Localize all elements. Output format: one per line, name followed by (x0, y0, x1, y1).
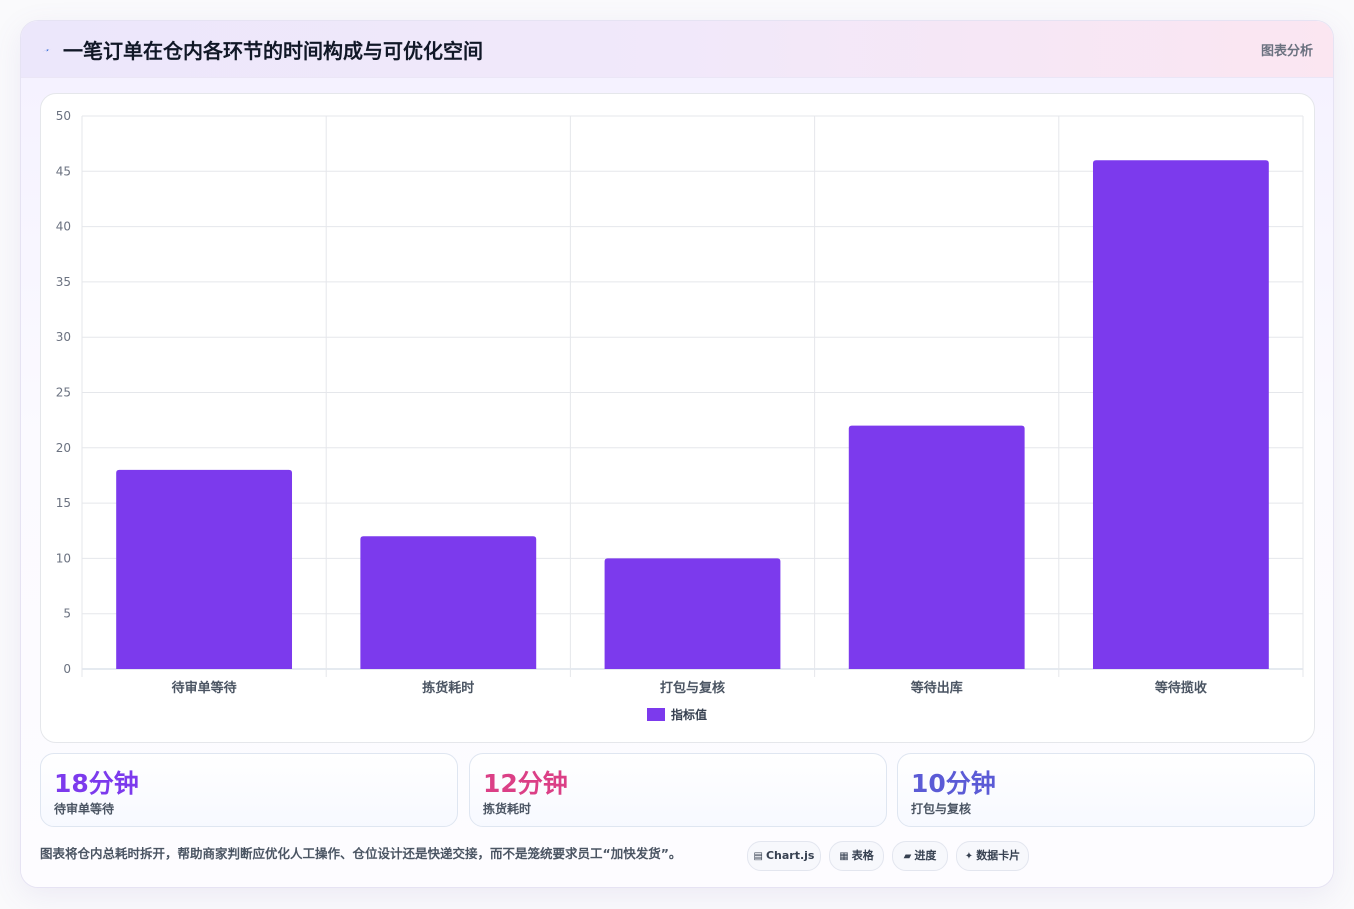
stat-value: 18分钟 (54, 769, 139, 798)
x-tick-label: 待审单等待 (171, 680, 237, 696)
y-tick-label: 40 (56, 220, 71, 234)
chart-description: 图表将仓内总耗时拆开，帮助商家判断应优化人工操作、仓位设计还是快递交接，而不是笼… (40, 846, 682, 861)
y-tick-label: 45 (56, 164, 71, 178)
x-tick-label: 等待出库 (910, 680, 963, 696)
pill-label: 表格 (851, 849, 874, 862)
legend-label: 指标值 (671, 707, 707, 722)
bar (604, 558, 781, 669)
chart-panel: 0 5 10 15 20 25 30 35 40 45 50 待审单等待 拣货耗时 打包与复核 等待出库 等待… (40, 93, 1315, 743)
card-header: 一笔订单在仓内各环节的时间构成与可优化空间 图表分析 (21, 21, 1333, 78)
page-title: 一笔订单在仓内各环节的时间构成与可优化空间 (63, 39, 483, 63)
y-tick-label: 35 (56, 275, 71, 289)
y-tick-label: 20 (56, 441, 71, 455)
x-tick-label: 拣货耗时 (422, 680, 474, 696)
pill-data-card[interactable]: ✦ 数据卡片 (956, 841, 1029, 871)
bar (360, 536, 537, 669)
stat-label: 打包与复核 (911, 802, 972, 816)
pill-chartjs[interactable]: ▤ Chart.js (747, 841, 821, 871)
y-tick-label: 10 (56, 551, 71, 565)
pill-progress[interactable]: ▰ 进度 (892, 841, 948, 871)
pill-label: Chart.js (765, 849, 815, 862)
y-tick-label: 0 (63, 662, 71, 676)
bar-chart: 0 5 10 15 20 25 30 35 40 45 50 待审单等待 拣货耗时 打包与复核 等待出库 等待… (56, 109, 1304, 722)
y-tick-label: 5 (63, 607, 71, 621)
bar (116, 469, 293, 669)
pill-table[interactable]: ▦ 表格 (829, 841, 884, 871)
stat-label: 拣货耗时 (483, 802, 532, 816)
chart-analysis-tag: 图表分析 (1260, 44, 1313, 59)
pill-label: 进度 (914, 849, 937, 862)
stat-card-3: 10分钟 打包与复核 (897, 753, 1315, 827)
legend-swatch (647, 708, 665, 721)
stat-card-1: 18分钟 待审单等待 (40, 753, 458, 827)
pill-label: 数据卡片 (976, 849, 1021, 862)
y-tick-label: 30 (56, 330, 71, 344)
table-icon: ▦ (839, 851, 849, 862)
stat-card-2: 12分钟 拣货耗时 (469, 753, 887, 827)
chart-card: 一笔订单在仓内各环节的时间构成与可优化空间 图表分析 0 5 10 15 20 25 30 3… (20, 20, 1334, 888)
x-tick-label: 等待揽收 (1154, 680, 1208, 696)
stat-value: 10分钟 (911, 769, 996, 798)
stat-label: 待审单等待 (54, 802, 115, 816)
y-tick-label: 25 (56, 386, 71, 400)
progress-icon: ▰ (903, 851, 912, 862)
stat-value: 12分钟 (483, 769, 568, 798)
bar (1092, 160, 1269, 669)
y-tick-label: 50 (56, 109, 71, 123)
sparkle-icon: ✦ (964, 851, 974, 862)
bar (848, 425, 1025, 669)
chart-icon: ▤ (753, 851, 763, 862)
x-tick-label: 打包与复核 (660, 680, 725, 696)
y-tick-label: 15 (56, 496, 71, 510)
lightning-icon (42, 48, 53, 52)
